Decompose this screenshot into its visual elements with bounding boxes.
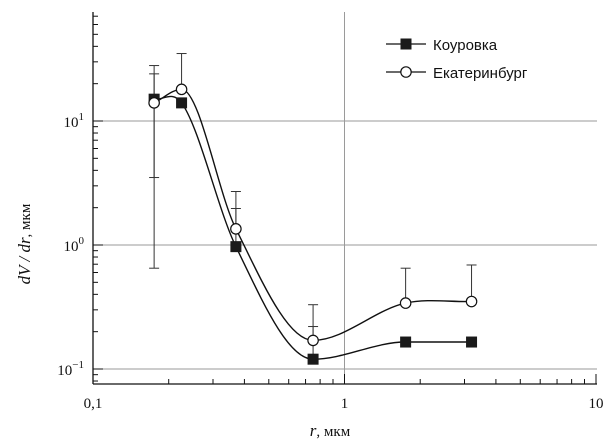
axes <box>92 12 597 385</box>
x-tick-label: 0,1 <box>84 396 103 412</box>
x-tick-label: 1 <box>341 396 349 412</box>
x-axis-var: r <box>310 421 317 440</box>
y-tick-label: 101 <box>64 111 85 131</box>
x-tick-labels: 0,1 1 10 <box>84 396 604 412</box>
grid-lines <box>93 12 597 384</box>
y-tick-exponent: −1 <box>72 359 84 371</box>
legend-label-ekaterinburg: Екатеринбург <box>433 65 528 82</box>
plot-area <box>148 53 478 365</box>
data-point-circle <box>148 97 160 109</box>
data-point-square <box>466 336 478 348</box>
y-tick-base: 10 <box>64 115 79 131</box>
x-axis-label: r, мкм <box>310 421 351 440</box>
y-tick-labels: 10−1 100 101 <box>57 111 84 379</box>
data-point-circle <box>307 334 319 347</box>
y-ticks <box>93 15 103 382</box>
x-ticks <box>92 374 597 384</box>
x-tick-label: 10 <box>589 396 604 412</box>
data-point-circle <box>465 295 478 308</box>
x-axis-unit: , мкм <box>316 424 350 440</box>
legend-marker-square-icon <box>400 38 412 50</box>
y-tick-base: 10 <box>57 363 72 379</box>
y-axis-label: dV / dr, мкм <box>15 203 34 284</box>
y-axis-unit: , мкм <box>18 203 34 237</box>
data-point-circle <box>230 223 242 235</box>
data-point-square <box>176 97 188 109</box>
y-axis-var: dV / dr <box>15 237 34 284</box>
y-tick-exponent: 0 <box>79 235 85 247</box>
y-tick-exponent: 1 <box>79 111 85 123</box>
data-point-square <box>400 336 412 348</box>
y-tick-label: 100 <box>64 235 85 255</box>
y-tick-label: 10−1 <box>57 359 84 379</box>
data-point-circle <box>399 297 412 309</box>
legend: Коуровка Екатеринбург <box>386 37 528 82</box>
legend-label-koyrovka: Коуровка <box>433 37 498 54</box>
data-point-circle <box>175 83 188 96</box>
data-point-square <box>230 241 242 253</box>
y-tick-base: 10 <box>64 239 79 255</box>
data-point-square <box>307 353 319 365</box>
legend-marker-circle-icon <box>400 66 412 78</box>
series-curve-1 <box>153 88 472 342</box>
